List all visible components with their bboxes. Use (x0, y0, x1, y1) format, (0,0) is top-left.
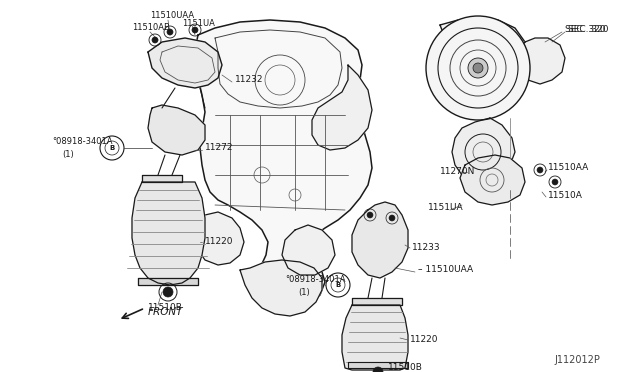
Circle shape (552, 179, 558, 185)
Text: 11233: 11233 (412, 244, 440, 253)
Polygon shape (342, 305, 408, 370)
Circle shape (152, 37, 158, 43)
Polygon shape (132, 182, 205, 285)
Text: – 11510UAA: – 11510UAA (418, 266, 473, 275)
Polygon shape (148, 105, 205, 155)
Circle shape (100, 136, 124, 160)
Circle shape (426, 16, 530, 120)
Text: °08918-3401A: °08918-3401A (52, 138, 113, 147)
Polygon shape (148, 38, 222, 88)
Polygon shape (352, 298, 402, 305)
Polygon shape (196, 20, 372, 310)
Text: SEC. 320: SEC. 320 (565, 26, 605, 35)
Text: 11510B: 11510B (148, 304, 183, 312)
Circle shape (468, 58, 488, 78)
Text: 11510AA: 11510AA (548, 164, 589, 173)
Circle shape (367, 212, 373, 218)
Polygon shape (282, 225, 335, 275)
Text: FRONT: FRONT (148, 307, 184, 317)
Text: 11220: 11220 (205, 237, 234, 247)
Polygon shape (142, 175, 182, 182)
Text: 1151UA: 1151UA (182, 19, 215, 28)
Text: 11510UAA: 11510UAA (150, 10, 194, 19)
Text: 1151UA: 1151UA (428, 203, 463, 212)
Circle shape (163, 287, 173, 297)
Text: (1): (1) (298, 288, 310, 296)
Polygon shape (452, 118, 515, 180)
Text: B: B (335, 282, 340, 288)
Polygon shape (440, 18, 528, 90)
Polygon shape (240, 260, 322, 316)
Text: 11510B: 11510B (388, 363, 423, 372)
Polygon shape (195, 212, 244, 265)
Polygon shape (348, 362, 408, 368)
Text: 11232: 11232 (235, 76, 264, 84)
Circle shape (537, 167, 543, 173)
Polygon shape (138, 278, 198, 285)
Circle shape (473, 63, 483, 73)
Text: 11272: 11272 (205, 144, 234, 153)
Text: 11510AB: 11510AB (132, 23, 170, 32)
Polygon shape (515, 38, 565, 84)
Circle shape (373, 367, 383, 372)
Text: B: B (109, 145, 115, 151)
Circle shape (326, 273, 350, 297)
Text: 11220: 11220 (410, 336, 438, 344)
Polygon shape (460, 155, 525, 205)
Text: 11510A: 11510A (548, 190, 583, 199)
Circle shape (167, 29, 173, 35)
Text: J112012P: J112012P (554, 355, 600, 365)
Polygon shape (352, 202, 408, 278)
Text: °08918-3401A: °08918-3401A (285, 276, 346, 285)
Text: SEC. 320: SEC. 320 (568, 26, 609, 35)
Polygon shape (312, 65, 372, 150)
Text: (1): (1) (62, 150, 74, 158)
Circle shape (192, 27, 198, 33)
Circle shape (389, 215, 395, 221)
Text: 11270N: 11270N (440, 167, 476, 176)
